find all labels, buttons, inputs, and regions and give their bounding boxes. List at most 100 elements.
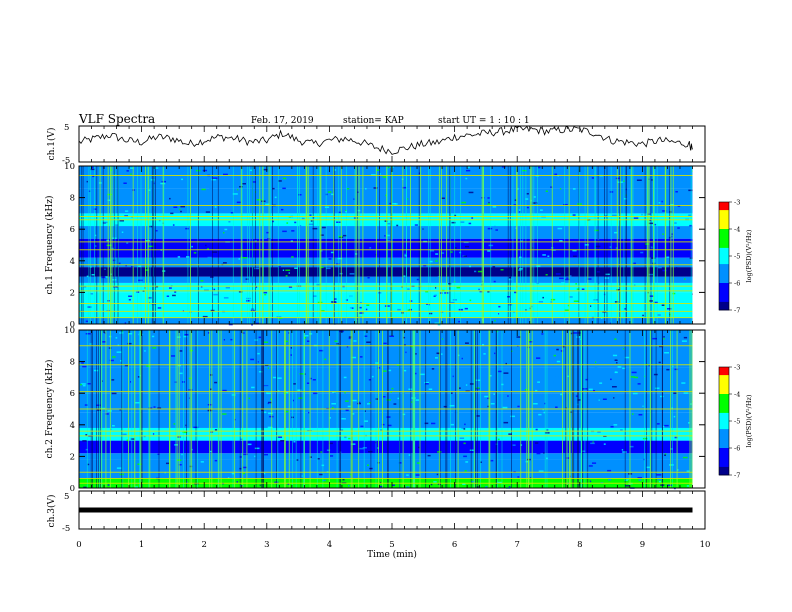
colorbar-segment — [719, 253, 729, 257]
spectrogram-speckle — [285, 275, 288, 277]
spectrogram-speckle — [346, 346, 349, 348]
spectrogram-speckle — [377, 450, 379, 452]
colorbar-segment — [719, 307, 729, 311]
spectrogram-speckle — [594, 366, 598, 369]
spectrogram-speckle — [127, 342, 132, 345]
spectrogram-speckle — [440, 252, 445, 254]
spectrogram-speckle — [615, 177, 621, 180]
spectrogram-speckle — [327, 191, 332, 193]
spectrogram-speckle — [609, 322, 612, 325]
spectrogram-speckle — [538, 301, 543, 303]
spectrogram-speckle — [472, 294, 478, 297]
spectrogram-speckle — [542, 296, 544, 299]
spectrogram-speckle — [286, 391, 289, 394]
spectrogram-speckle — [180, 210, 182, 213]
spectrogram-speckle — [600, 432, 602, 435]
spectrogram-speckle — [97, 167, 100, 169]
spectrogram-speckle — [189, 465, 193, 468]
spectrogram-speckle — [451, 182, 455, 185]
spectrogram-speckle — [589, 480, 592, 483]
spectrogram-speckle — [284, 340, 288, 343]
spectrogram-speckle — [155, 230, 158, 232]
spectrogram-speckle — [285, 269, 291, 271]
spectrogram-speckle — [348, 336, 353, 338]
spectrogram-speckle — [167, 472, 169, 475]
colorbar-tick-label: -7 — [734, 307, 740, 315]
spectrogram-speckle — [282, 187, 286, 190]
spectrogram-speckle — [214, 381, 218, 384]
spectrogram-speckle — [339, 234, 342, 236]
spectrogram-speckle — [450, 423, 454, 426]
spectrogram-speckle — [360, 425, 364, 428]
spectrogram-speckle — [174, 291, 177, 293]
spectrogram-speckle — [575, 283, 577, 285]
colorbar-label: log(PSD)(V²/Hz) — [745, 394, 753, 447]
ytick-label: 4 — [70, 257, 75, 267]
spectrogram-speckle — [573, 221, 579, 223]
spectrogram-speckle — [437, 323, 441, 326]
spectrogram-speckle — [496, 330, 499, 333]
spectrogram-speckle — [364, 335, 368, 337]
spectrogram-speckle — [550, 381, 554, 383]
spectrogram-speckle — [547, 255, 550, 257]
spectrogram-speckle — [641, 213, 643, 216]
spectrogram-speckle — [683, 456, 688, 459]
spectrogram-speckle — [562, 470, 566, 473]
spectrogram-speckle — [399, 338, 402, 340]
spectrogram-speckle — [202, 169, 207, 172]
spectrogram-speckle — [262, 186, 267, 188]
spectrogram-speckle — [262, 168, 268, 171]
spectrogram-speckle — [662, 210, 667, 212]
colorbar-segment — [719, 377, 729, 381]
spectrogram-speckle — [229, 258, 232, 261]
spectrogram-speckle — [555, 406, 558, 408]
spectrogram-speckle — [232, 193, 238, 195]
spectrogram-speckle — [613, 397, 615, 399]
spectrogram-speckle — [429, 280, 435, 283]
spectrogram-speckle — [223, 297, 229, 299]
spectrogram-speckle — [523, 457, 528, 460]
spectrogram-speckle — [383, 396, 386, 398]
spectrogram-speckle — [536, 370, 539, 373]
spectrogram-speckle — [284, 185, 288, 188]
spectrogram-speckle — [345, 299, 348, 301]
colorbar-segment — [719, 450, 729, 454]
spectrogram-speckle — [166, 295, 170, 297]
spectrogram-speckle — [181, 172, 184, 174]
spectrogram-speckle — [450, 251, 453, 253]
spectrogram-speckle — [429, 312, 433, 315]
spectrogram-speckle — [411, 401, 413, 403]
spectrogram-speckle — [209, 388, 212, 390]
spectrogram-speckle — [112, 425, 115, 427]
spectrogram-speckle — [415, 474, 420, 476]
spectrogram-speckle — [351, 399, 357, 402]
spectrogram-speckle — [595, 423, 598, 426]
spectrogram-speckle — [649, 295, 654, 297]
colorbar-segment — [719, 207, 729, 211]
xtick-label: 1 — [139, 540, 144, 550]
spectrogram-speckle — [223, 255, 227, 258]
spectrogram-speckle — [252, 181, 256, 183]
spectrogram-speckle — [426, 303, 428, 305]
spectrogram-speckle — [101, 276, 106, 279]
spectrogram-speckle — [407, 288, 410, 290]
spectrogram-speckle — [617, 366, 622, 368]
spectrogram-speckle — [620, 429, 623, 431]
spectrogram-speckle — [588, 415, 592, 418]
spectrogram-speckle — [675, 191, 678, 193]
spectrogram-speckle — [500, 269, 504, 271]
spectrogram-speckle — [227, 406, 230, 409]
spectrogram-speckle — [408, 388, 413, 390]
spectrogram-speckle — [443, 405, 447, 408]
spectrogram-speckle — [268, 401, 272, 404]
spectrogram-speckle — [612, 354, 618, 357]
spectrogram-speckle — [172, 294, 176, 297]
spectrogram-speckle — [169, 189, 174, 191]
spectrogram-speckle — [415, 353, 417, 355]
spectrogram-speckle — [134, 390, 137, 392]
xtick-label: 9 — [640, 540, 645, 550]
spectrogram-speckle — [598, 282, 600, 284]
spectrogram-speckle — [263, 472, 266, 475]
spectrogram-speckle — [185, 227, 189, 230]
colorbar-segment — [719, 293, 729, 297]
